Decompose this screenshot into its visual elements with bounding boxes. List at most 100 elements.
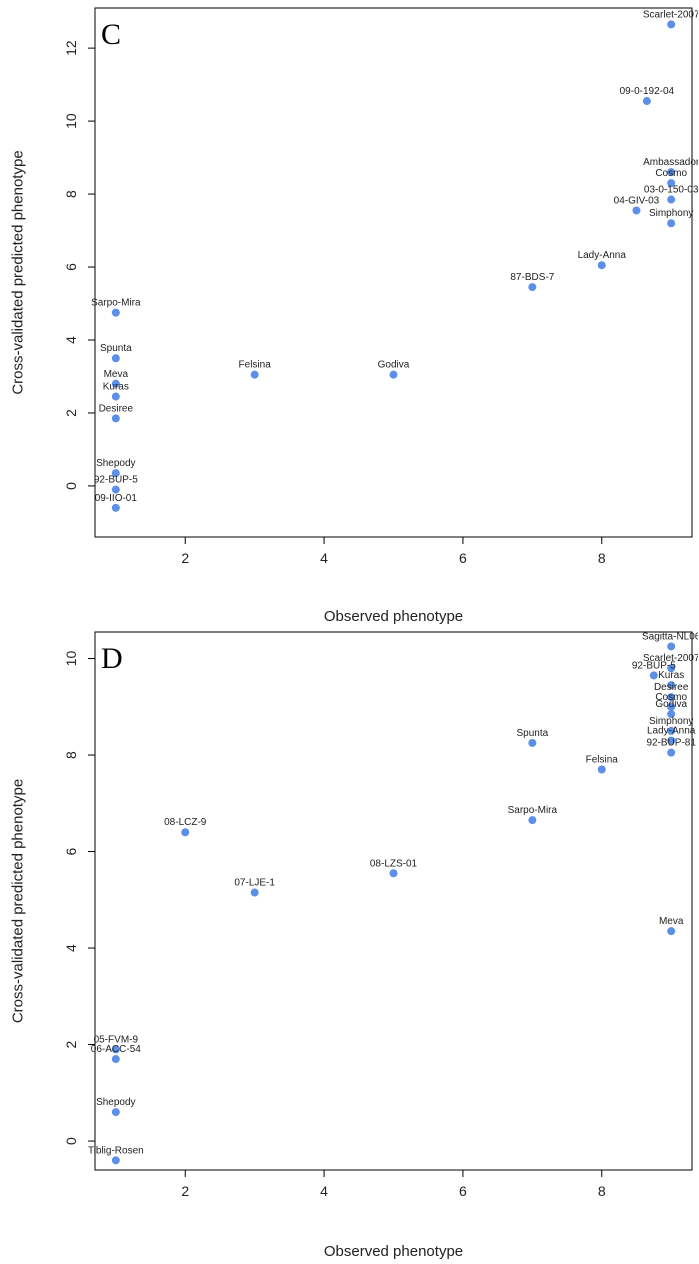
data-point <box>667 20 676 29</box>
point-label: 92-BUP-5 <box>94 475 138 486</box>
point-label: Kuras <box>658 670 684 681</box>
plot-frame <box>94 631 693 1171</box>
point-label: Simphony <box>649 208 693 219</box>
point-label: Cosmo <box>655 168 687 179</box>
y-tick-label: 4 <box>63 336 79 344</box>
data-point <box>667 681 676 690</box>
data-point <box>389 869 398 878</box>
y-tick-label: 2 <box>63 1040 79 1048</box>
x-tick-label: 8 <box>598 550 606 566</box>
point-label: Meva <box>659 916 684 927</box>
data-point <box>111 1156 120 1165</box>
data-point <box>111 1055 120 1064</box>
point-label: 09-0-192-04 <box>620 86 675 97</box>
point-label: 92-BUP-5 <box>632 660 676 671</box>
data-point <box>389 370 398 379</box>
point-label: 04-GIV-03 <box>614 195 660 206</box>
data-point <box>667 736 676 745</box>
panel-letter: C <box>101 18 121 51</box>
data-point <box>667 195 676 204</box>
data-point <box>111 414 120 423</box>
y-tick-label: 10 <box>63 113 79 129</box>
y-tick-label: 2 <box>63 409 79 417</box>
x-tick-label: 4 <box>320 550 328 566</box>
data-point <box>667 664 676 673</box>
point-label: 08-LCZ-9 <box>164 817 207 828</box>
data-point <box>667 710 676 719</box>
point-label: 06-ACC-54 <box>91 1044 141 1055</box>
y-tick-label: 0 <box>63 1137 79 1145</box>
data-point <box>667 219 676 228</box>
y-tick-label: 8 <box>63 190 79 198</box>
y-tick-label: 10 <box>63 651 79 667</box>
data-point <box>632 206 641 215</box>
data-point <box>111 354 120 363</box>
x-tick-label: 4 <box>320 1183 328 1199</box>
point-label: 05-FVM-9 <box>94 1034 139 1045</box>
y-tick-label: 4 <box>63 944 79 952</box>
point-label: 03-0-150-03 <box>644 185 699 196</box>
y-axis-label: Cross-validated predicted phenotype <box>10 779 27 1023</box>
point-label: Sarpo-Mira <box>508 805 558 816</box>
x-tick-label: 6 <box>459 550 467 566</box>
data-point <box>667 726 676 735</box>
data-point <box>667 748 676 757</box>
data-point <box>181 828 190 837</box>
data-point <box>642 97 651 106</box>
x-tick-label: 2 <box>181 1183 189 1199</box>
data-point <box>111 308 120 317</box>
point-label: 87-BDS-7 <box>510 272 554 283</box>
point-label: Ambassador <box>643 157 699 168</box>
point-label: Desiree <box>654 682 689 693</box>
data-point <box>667 168 676 177</box>
point-label: Lady-Anna <box>578 250 627 261</box>
y-tick-label: 8 <box>63 751 79 759</box>
x-axis-label: Observed phenotype <box>324 608 463 625</box>
point-label: 09-IIO-01 <box>95 493 138 504</box>
point-label: Tiblig-Rosen <box>88 1145 144 1156</box>
point-label: Felsina <box>239 360 272 371</box>
y-axis-label: Cross-validated predicted phenotype <box>10 150 27 394</box>
x-tick-label: 6 <box>459 1183 467 1199</box>
point-label: Kuras <box>103 382 129 393</box>
data-point <box>667 702 676 711</box>
point-label: Scarlet-2007 <box>643 653 699 664</box>
data-point <box>111 469 120 478</box>
point-label: Shepody <box>96 458 135 469</box>
y-tick-label: 6 <box>63 847 79 855</box>
data-point <box>528 816 537 825</box>
data-point <box>111 379 120 388</box>
data-point <box>111 392 120 401</box>
data-point <box>597 261 606 270</box>
data-point <box>667 179 676 188</box>
data-point <box>111 1045 120 1054</box>
point-label: Scarlet-2007 <box>643 9 699 20</box>
point-label: Godiva <box>378 360 410 371</box>
x-tick-label: 2 <box>181 550 189 566</box>
panel-letter: D <box>101 642 123 675</box>
data-point <box>649 671 658 680</box>
data-point <box>250 888 259 897</box>
point-label: Simphony <box>649 716 693 727</box>
y-tick-label: 0 <box>63 482 79 490</box>
point-label: 07-LJE-1 <box>234 878 275 889</box>
point-label: Spunta <box>516 728 548 739</box>
point-label: Shepody <box>96 1097 135 1108</box>
point-label: Spunta <box>100 343 132 354</box>
point-label: Desiree <box>99 403 134 414</box>
data-point <box>667 927 676 936</box>
data-point <box>597 765 606 774</box>
points-layer: Sagitta-NL06 Scarlet-200792-BUP-5KurasDes… <box>88 631 699 1165</box>
data-point <box>667 642 676 651</box>
data-point <box>250 370 259 379</box>
point-label: Lady-Anna <box>647 726 696 737</box>
data-point <box>528 283 537 292</box>
point-label: Meva <box>104 369 129 380</box>
data-point <box>111 1108 120 1117</box>
panel-c: C 2 4 6 8 0 2 4 6 8 10 12 Observed phenotype Cross-va… <box>10 7 699 625</box>
data-point <box>111 503 120 512</box>
data-point <box>111 485 120 494</box>
point-label: 08-LZS-01 <box>370 858 418 869</box>
